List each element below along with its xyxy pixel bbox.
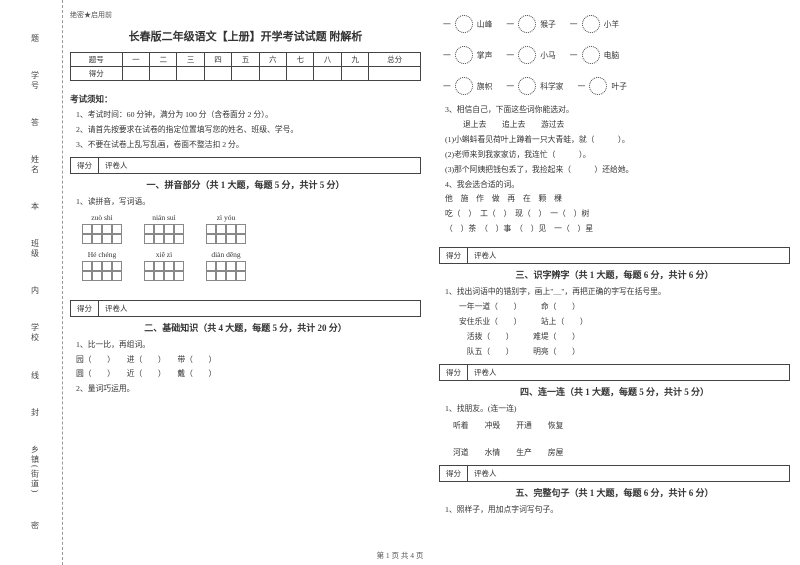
pinyin-item: xiě zì [144,250,184,281]
gear-icon [455,77,473,95]
item-line: 活拨（ ） 难堤（ ） [459,332,790,343]
question-text: 2、量词巧运用。 [76,384,421,395]
item-line: 一年一道（ ） 命（ ） [459,302,790,313]
grader-name: 评卷人 [468,248,527,263]
fill-row: （ ）茶 （ ）事 （ ）见 一（ ）星 [445,224,790,235]
notice-line: 3、不要在试卷上乱写乱画，卷面不整洁扣 2 分。 [76,140,421,151]
item-line: 队五（ ） 明亮（ ） [459,347,790,358]
pinyin-item: nián suì [144,213,184,244]
grader-score: 得分 [440,248,468,263]
pinyin-item: diàn dēng [206,250,246,281]
score-table: 题号一二三四五六七八九总分 得分 [70,52,421,81]
side-label-class: 班级 [30,239,41,259]
question-text: 4、我会选合适的词。 [445,180,790,191]
gear-row: 一旗帜 一科学家 一叶子 [443,75,790,97]
grader-score: 得分 [71,301,99,316]
gear-icon [518,77,536,95]
question-text: 3、相信自己，下面这些词你能选对。 [445,105,790,116]
pinyin-row: zuò shì nián suì zì yóu [82,213,421,244]
question-text: 1、找出词语中的错别字，画上"＿"，再把正确的字写在括号里。 [445,287,790,298]
gear-icon [518,15,536,33]
grader-name: 评卷人 [99,158,158,173]
question-text: 1、读拼音，写词语。 [76,197,421,208]
side-label-school: 学校 [30,323,41,343]
pinyin-item: Hé chéng [82,250,122,281]
notice-heading: 考试须知： [70,93,421,105]
option-bank: 退上去 追上去 游过去 [463,120,790,131]
side-label-name: 姓名 [30,155,41,175]
question-text: 1、找朋友。(连一连) [445,404,790,415]
side-mark: 题 [30,34,41,44]
grader-box: 得分 评卷人 [70,300,421,317]
side-mark: 答 [30,118,41,128]
table-row: 得分 [71,67,421,81]
grader-box: 得分 评卷人 [70,157,421,174]
section-3-title: 三、识字辨字（共 1 大题，每题 6 分，共计 6 分） [439,268,790,281]
pinyin-item: zuò shì [82,213,122,244]
section-1-title: 一、拼音部分（共 1 大题，每题 5 分，共计 5 分） [70,178,421,191]
grader-box: 得分 评卷人 [439,364,790,381]
question-text: 1、照样子，用加点字词写句子。 [445,505,790,516]
table-row: 题号一二三四五六七八九总分 [71,53,421,67]
section-2-title: 二、基础知识（共 4 大题，每题 5 分，共计 20 分） [70,321,421,334]
grader-box: 得分 评卷人 [439,465,790,482]
question-line: (2)老师来到我家家访，我连忙（ ）。 [445,150,790,161]
grader-box: 得分 评卷人 [439,247,790,264]
gear-icon [455,46,473,64]
page-footer: 第 1 页 共 4 页 [0,550,800,561]
question-text: 1、比一比，再组词。 [76,340,421,351]
left-column: 绝密★启用前 长春版二年级语文【上册】开学考试试题 附解析 题号一二三四五六七八… [70,10,421,545]
grader-name: 评卷人 [468,365,527,380]
grader-name: 评卷人 [468,466,527,481]
binding-sidebar: 题 学号 答 姓名 本 班级 内 学校 线 封 乡镇(街道) 密 [8,0,63,565]
side-mark: 线 [30,371,41,381]
match-bottom: 河道水情生产房屋 [453,447,790,458]
fill-row: 吃（ ） 工（ ） 现（ ） 一（ ）树 [445,209,790,220]
gear-icon [518,46,536,64]
gear-icon [582,15,600,33]
word-pair: 圆（ ） 近（ ） 戴（ ） [76,369,421,380]
confidential-label: 绝密★启用前 [70,10,421,20]
gear-icon [582,46,600,64]
gear-icon [589,77,607,95]
match-top: 听着冲毁开通恢复 [453,420,790,431]
grader-name: 评卷人 [99,301,158,316]
section-4-title: 四、连一连（共 1 大题，每题 5 分，共计 5 分） [439,385,790,398]
grader-score: 得分 [440,365,468,380]
side-label-xuehao: 学号 [30,71,41,91]
page-content: 绝密★启用前 长春版二年级语文【上册】开学考试试题 附解析 题号一二三四五六七八… [70,10,790,545]
section-5-title: 五、完整句子（共 1 大题，每题 6 分，共计 6 分） [439,486,790,499]
pinyin-item: zì yóu [206,213,246,244]
side-mark: 密 [30,521,41,531]
notice-line: 1、考试时间：60 分钟，满分为 100 分（含卷面分 2 分）。 [76,110,421,121]
word-pair: 园（ ） 进（ ） 带（ ） [76,355,421,366]
question-line: (3)那个阿姨把钱包丢了，我捡起来（ ）还给她。 [445,165,790,176]
gear-row: 一山峰 一猴子 一小羊 [443,13,790,35]
notice-line: 2、请首先按要求在试卷的指定位置填写您的姓名、班级、学号。 [76,125,421,136]
side-label-town: 乡镇(街道) [30,445,41,494]
pinyin-row: Hé chéng xiě zì diàn dēng [82,250,421,281]
grader-score: 得分 [440,466,468,481]
gear-row: 一掌声 一小马 一电脑 [443,44,790,66]
exam-title: 长春版二年级语文【上册】开学考试试题 附解析 [70,28,421,44]
word-bank: 他 施 作 做 再 在 颗 棵 [445,194,790,205]
side-mark: 内 [30,286,41,296]
question-line: (1)小蝌蚪看见荷叶上蹲着一只大青蛙，就（ ）。 [445,135,790,146]
gear-icon [455,15,473,33]
side-mark: 封 [30,408,41,418]
item-line: 安住乐业（ ） 站上（ ） [459,317,790,328]
right-column: 一山峰 一猴子 一小羊 一掌声 一小马 一电脑 一旗帜 一科学家 一叶子 3、相… [439,10,790,545]
side-mark: 本 [30,202,41,212]
grader-score: 得分 [71,158,99,173]
